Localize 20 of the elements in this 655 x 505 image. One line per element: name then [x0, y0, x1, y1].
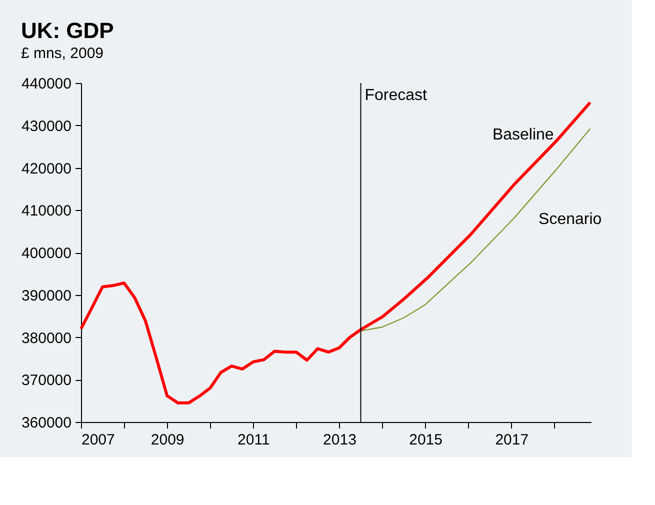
x-tick-label: 2015: [409, 432, 442, 448]
chart-title: UK: GDP: [20, 18, 114, 43]
y-tick-label: 370000: [21, 372, 72, 390]
chart-subtitle: £ mns, 2009: [20, 45, 104, 62]
x-tick-label: 2013: [323, 432, 356, 448]
series-label: Scenario: [538, 210, 602, 228]
y-tick-label: 390000: [21, 287, 72, 304]
x-tick-label: 2007: [82, 432, 115, 448]
ref-line-label: Forecast: [364, 87, 428, 104]
x-tick-label: 2017: [495, 432, 529, 448]
y-tick-label: 360000: [21, 414, 72, 432]
y-tick-label: 380000: [21, 330, 72, 347]
y-tick-label: 430000: [21, 118, 72, 135]
y-tick-label: 410000: [21, 202, 72, 220]
y-tick-label: 400000: [21, 245, 72, 262]
x-tick-label: 2011: [238, 432, 270, 448]
y-tick-label: 420000: [21, 160, 72, 178]
y-tick-label: 440000: [21, 76, 72, 92]
x-tick-label: 2009: [150, 432, 184, 448]
series-label: Baseline: [492, 126, 554, 144]
